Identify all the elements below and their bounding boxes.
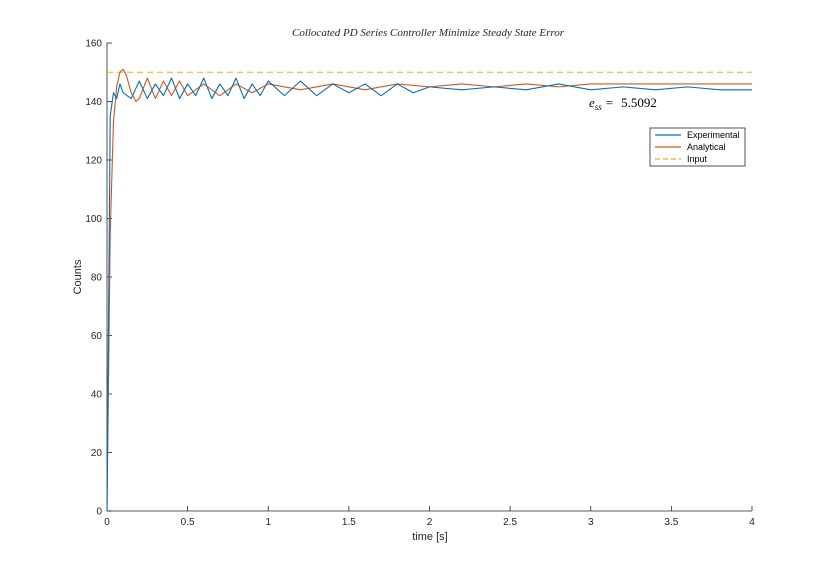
series-experimental-line xyxy=(106,77,752,512)
legend-label-experimental: Experimental xyxy=(687,130,740,140)
ess-operator: = xyxy=(606,95,613,110)
y-tick-label: 120 xyxy=(85,156,102,167)
x-tick-label: 0.5 xyxy=(181,517,195,528)
ess-annotation: ess = 5.5092 xyxy=(589,95,657,112)
x-tick-label: 3.5 xyxy=(664,517,678,528)
series-analytical-line xyxy=(106,68,752,512)
y-tick-label: 80 xyxy=(91,273,103,284)
legend-label-analytical: Analytical xyxy=(687,142,726,152)
legend-label-input: Input xyxy=(687,154,708,164)
x-tick-label: 0 xyxy=(104,517,110,528)
y-axis-label: Counts xyxy=(72,259,84,294)
x-ticks: 0 0.5 1 1.5 2 2.5 3 3.5 4 xyxy=(104,506,755,528)
y-tick-label: 40 xyxy=(91,390,103,401)
y-tick-label: 20 xyxy=(91,448,103,459)
x-tick-label: 3 xyxy=(588,517,594,528)
ess-value: 5.5092 xyxy=(621,95,657,110)
chart-title: Collocated PD Series Controller Minimize… xyxy=(292,27,565,39)
series-layer xyxy=(106,68,752,512)
y-tick-label: 0 xyxy=(96,507,102,518)
x-tick-label: 2 xyxy=(427,517,433,528)
x-tick-label: 4 xyxy=(749,517,755,528)
x-tick-label: 1.5 xyxy=(342,517,356,528)
y-tick-label: 100 xyxy=(85,214,102,225)
x-axis-label: time [s] xyxy=(412,531,447,543)
axes-box xyxy=(106,43,752,512)
y-tick-label: 160 xyxy=(85,39,102,50)
ess-symbol: e xyxy=(589,95,595,110)
legend: Experimental Analytical Input xyxy=(649,127,746,167)
x-tick-label: 1 xyxy=(265,517,271,528)
y-tick-label: 140 xyxy=(85,97,102,108)
y-tick-label: 60 xyxy=(91,331,103,342)
ess-subscript: ss xyxy=(595,102,603,112)
x-tick-label: 2.5 xyxy=(503,517,517,528)
